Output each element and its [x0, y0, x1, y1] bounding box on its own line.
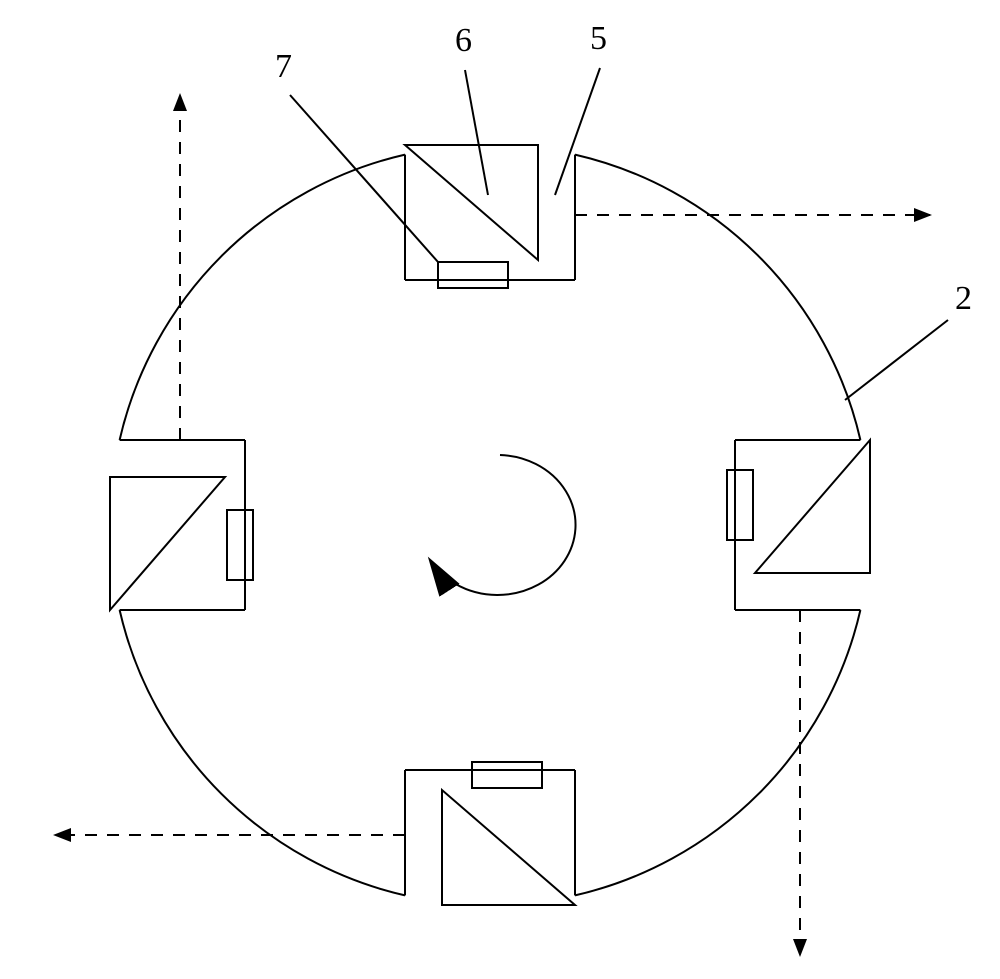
label-7: 7 — [275, 48, 292, 86]
label-5: 5 — [590, 20, 607, 58]
leader-5 — [555, 68, 600, 195]
rotation-arrow — [430, 455, 576, 595]
main-disc — [110, 145, 870, 905]
label-6: 6 — [455, 22, 472, 60]
leader-6 — [465, 70, 488, 195]
leader-2 — [845, 320, 948, 400]
label-2: 2 — [955, 280, 972, 318]
leader-7 — [290, 95, 438, 262]
tangential-arrows — [55, 95, 930, 955]
leader-lines — [290, 68, 948, 400]
